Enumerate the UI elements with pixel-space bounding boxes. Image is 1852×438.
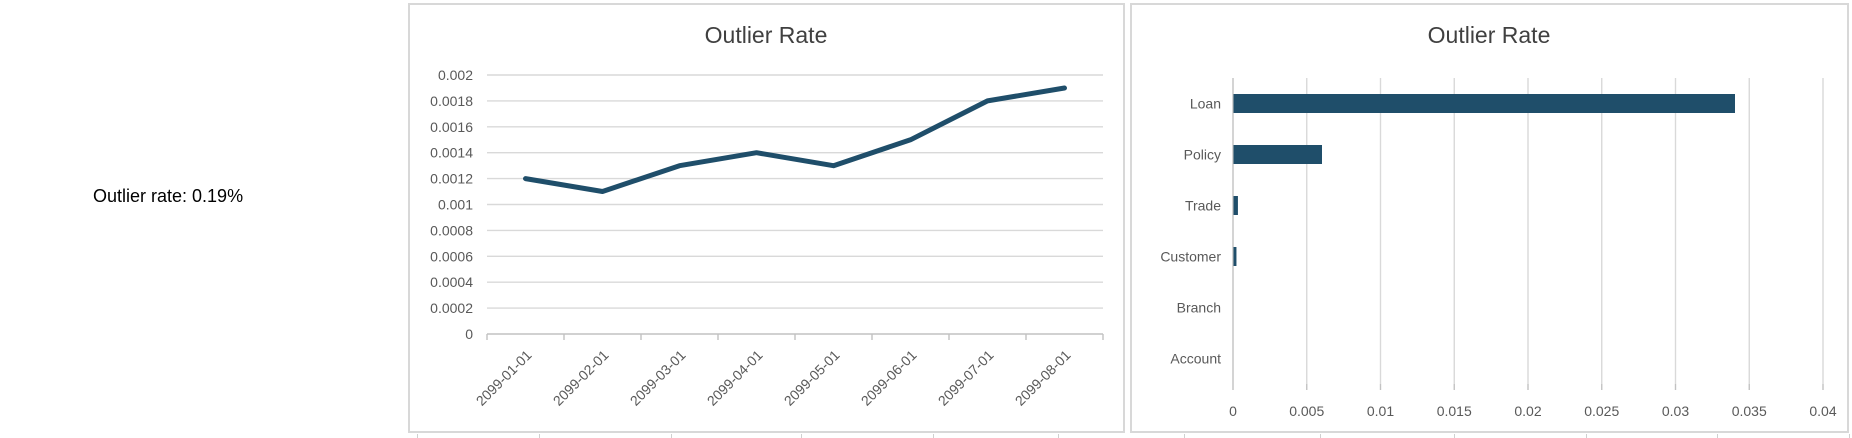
sheet-column-border-tick <box>1586 434 1587 438</box>
y-tick-label: 0.0006 <box>430 248 473 264</box>
bar-chart-category-labels: Loan Policy Trade Customer Branch Account <box>1160 96 1221 367</box>
x-tick-label: 0.015 <box>1437 403 1472 419</box>
category-label: Trade <box>1185 198 1221 214</box>
x-tick-label: 0.025 <box>1584 403 1619 419</box>
x-tick-label: 2099-05-01 <box>781 347 843 409</box>
sheet-column-border-tick <box>801 434 802 438</box>
line-chart: Outlier Rate 0.002 0.0018 0.0016 0.0014 0.001… <box>430 22 1104 409</box>
sheet-column-border-tick <box>671 434 672 438</box>
bar-chart-gridlines <box>1232 78 1824 384</box>
sheet-column-border-tick <box>1184 434 1185 438</box>
x-tick-label: 0.03 <box>1662 403 1689 419</box>
bar-trade <box>1233 196 1238 215</box>
bar-chart-panel[interactable]: Outlier Rate 0 0.005 0.01 0.015 0.02 0.025 0.03… <box>1130 3 1849 433</box>
outlier-rate-series-line <box>523 85 1067 194</box>
line-chart-x-axis-labels: 2099-01-01 2099-02-01 2099-03-01 2099-04-01… <box>473 347 1074 409</box>
sheet-column-border-tick <box>1849 434 1850 438</box>
sheet-column-border-tick <box>539 434 540 438</box>
bar-loan <box>1233 94 1735 113</box>
y-tick-label: 0.0008 <box>430 222 473 238</box>
category-label: Loan <box>1190 96 1221 112</box>
y-tick-label: 0.001 <box>438 197 473 213</box>
bar-chart: Outlier Rate 0 0.005 0.01 0.015 0.02 0.025 0.03… <box>1160 22 1837 419</box>
line-chart-x-axis-ticks <box>486 334 1104 340</box>
bar-policy <box>1233 145 1322 164</box>
x-tick-label: 2099-06-01 <box>858 347 920 409</box>
line-chart-title: Outlier Rate <box>705 22 828 48</box>
y-tick-label: 0 <box>465 326 473 342</box>
outlier-rate-summary: Outlier rate: 0.19% <box>93 186 244 206</box>
line-chart-y-axis-labels: 0.002 0.0018 0.0016 0.0014 0.0012 0.001 0.0008… <box>430 67 473 342</box>
y-tick-label: 0.0018 <box>430 93 473 109</box>
bar-chart-title: Outlier Rate <box>1428 22 1551 48</box>
x-tick-label: 2099-08-01 <box>1012 347 1074 409</box>
y-tick-label: 0.0002 <box>430 300 473 316</box>
x-tick-label: 0.01 <box>1367 403 1394 419</box>
sheet-column-border-tick <box>1454 434 1455 438</box>
y-tick-label: 0.002 <box>438 67 473 83</box>
y-tick-label: 0.0004 <box>430 274 473 290</box>
y-tick-label: 0.0012 <box>430 171 473 187</box>
x-tick-label: 2099-04-01 <box>704 347 766 409</box>
bar-chart-x-axis-ticks <box>1232 384 1824 390</box>
category-label: Customer <box>1160 249 1221 265</box>
x-tick-label: 0.035 <box>1732 403 1767 419</box>
bar-chart-bars <box>1233 94 1735 266</box>
sheet-column-border-tick <box>933 434 934 438</box>
bar-chart-x-axis-labels: 0 0.005 0.01 0.015 0.02 0.025 0.03 0.035 0.04 <box>1229 403 1837 419</box>
y-tick-label: 0.0016 <box>430 119 473 135</box>
x-tick-label: 2099-01-01 <box>473 347 535 409</box>
category-label: Policy <box>1184 147 1221 163</box>
sheet-column-border-tick <box>1320 434 1321 438</box>
x-tick-label: 0.02 <box>1514 403 1541 419</box>
y-tick-label: 0.0014 <box>430 145 473 161</box>
sheet-column-border-tick <box>417 434 418 438</box>
x-tick-label: 0.04 <box>1809 403 1836 419</box>
x-tick-label: 0.005 <box>1289 403 1324 419</box>
category-label: Branch <box>1177 300 1221 316</box>
bar-customer <box>1233 247 1237 266</box>
line-chart-panel[interactable]: Outlier Rate 0.002 0.0018 0.0016 0.0014 0.001… <box>408 3 1125 433</box>
line-chart-gridlines <box>487 74 1103 335</box>
sheet-column-border-tick <box>1717 434 1718 438</box>
x-tick-label: 2099-03-01 <box>627 347 689 409</box>
x-tick-label: 0 <box>1229 403 1237 419</box>
sheet-column-border-tick <box>1058 434 1059 438</box>
x-tick-label: 2099-02-01 <box>550 347 612 409</box>
x-tick-label: 2099-07-01 <box>935 347 997 409</box>
category-label: Account <box>1170 351 1221 367</box>
